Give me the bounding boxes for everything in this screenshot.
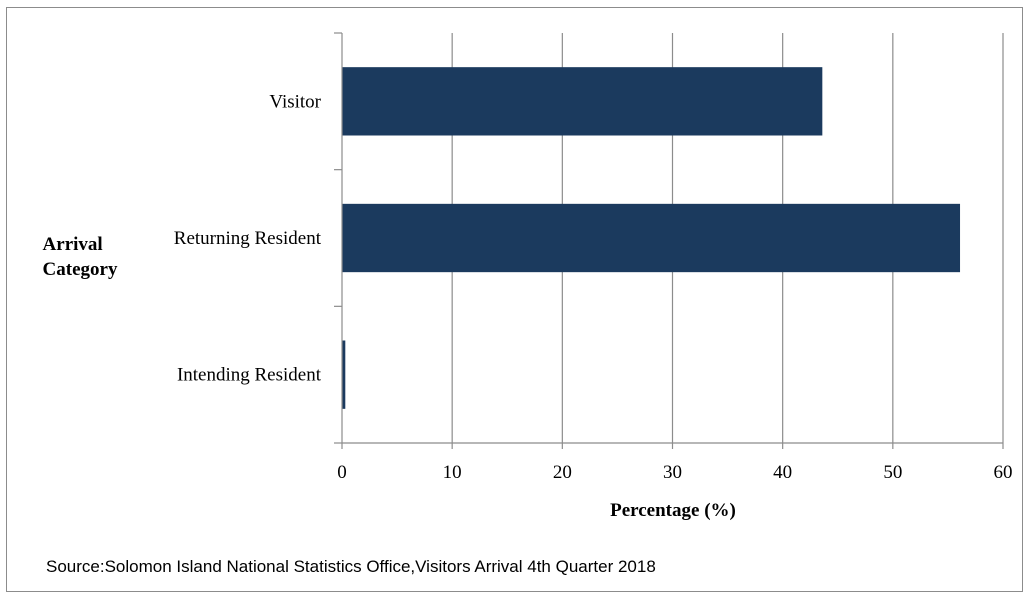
category-label-intending-resident: Intending Resident <box>177 365 322 386</box>
x-tick-label-0: 0 <box>337 462 347 483</box>
bar-intending-resident <box>342 340 346 409</box>
x-tick-label-50: 50 <box>883 462 902 483</box>
category-label-returning-resident: Returning Resident <box>174 228 322 249</box>
y-axis-title-line2: Category <box>43 259 118 280</box>
x-tick-label-10: 10 <box>443 462 462 483</box>
x-tick-label-20: 20 <box>553 462 572 483</box>
axes <box>334 32 1004 449</box>
bar-visitor <box>342 67 823 136</box>
x-axis-title: Percentage (%) <box>610 500 736 521</box>
category-label-visitor: Visitor <box>269 91 321 112</box>
category-labels: Visitor Returning Resident Intending Resid… <box>174 91 322 385</box>
x-tick-label-60: 60 <box>994 462 1013 483</box>
y-axis-title-line1: Arrival <box>43 234 103 255</box>
y-axis-title: Arrival Category <box>43 234 118 280</box>
x-tick-label-40: 40 <box>773 462 792 483</box>
bars <box>342 67 961 409</box>
bar-returning-resident <box>342 203 961 273</box>
x-tick-label-30: 30 <box>663 462 682 483</box>
source-note: Source:Solomon Island National Statistic… <box>46 557 656 576</box>
x-tick-labels: 0 10 20 30 40 50 60 <box>337 462 1012 483</box>
